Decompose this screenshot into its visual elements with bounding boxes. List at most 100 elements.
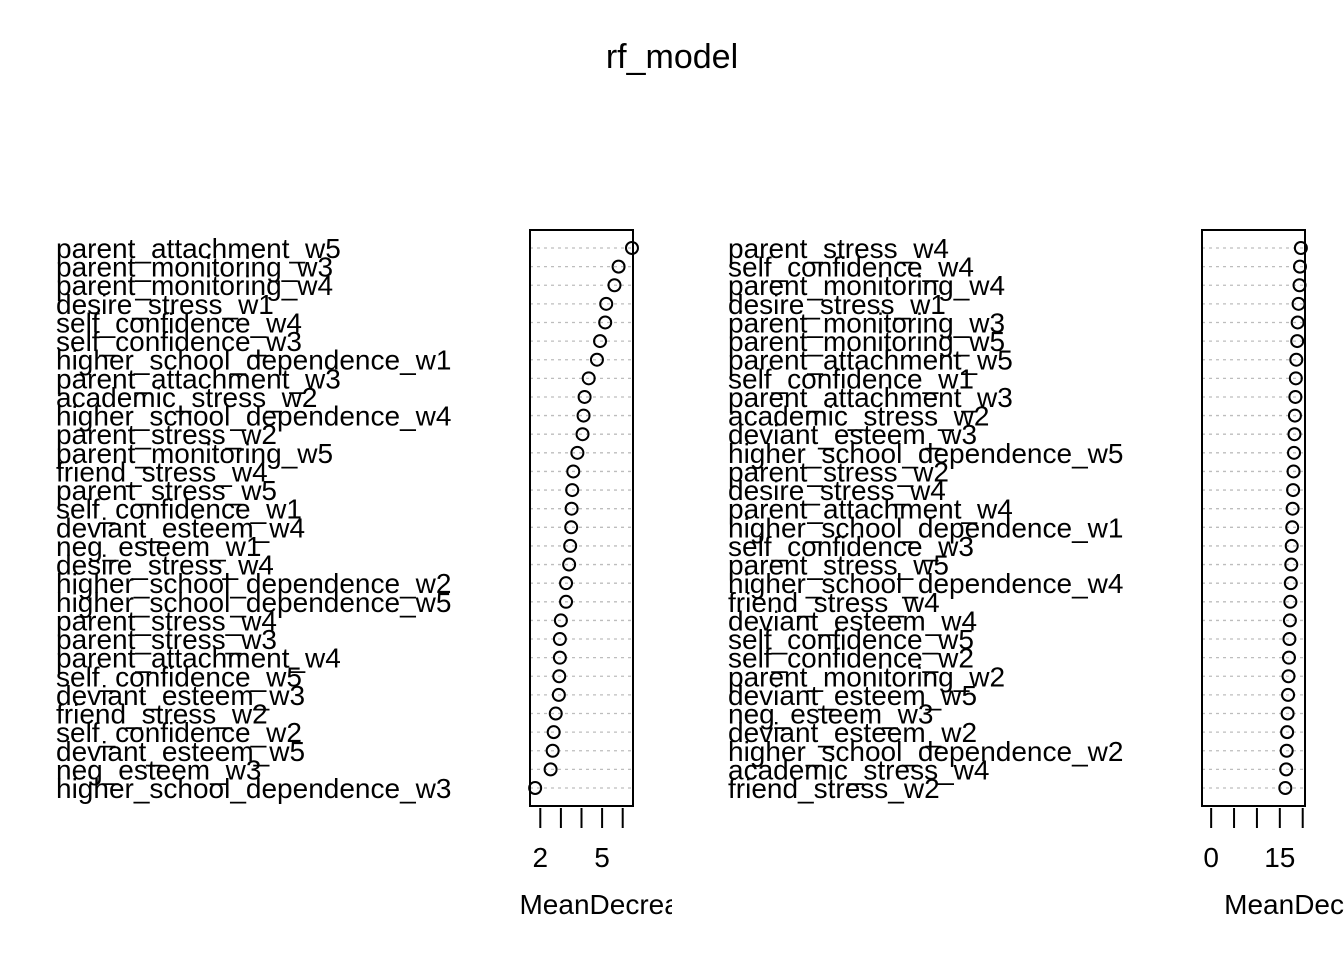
importance-point [1281, 687, 1296, 702]
importance-point [1279, 743, 1294, 758]
variable-label: parent_attachment_w5 [728, 345, 1013, 376]
importance-point [577, 389, 592, 404]
variable-label: desire_stress_w4 [728, 475, 946, 506]
variable-label: parent_stress_w3 [56, 624, 277, 655]
variable-label: parent_attachment_w3 [728, 382, 1013, 413]
importance-point [624, 241, 639, 255]
variable-label: deviant_esteem_w3 [728, 419, 977, 450]
x-tick-label: 2 [533, 842, 549, 873]
variable-label: self_confidence_w5 [56, 661, 302, 692]
variable-label: friend_stress_w2 [56, 699, 268, 730]
variable-label: deviant_esteem_w3 [56, 680, 305, 711]
importance-point [593, 334, 608, 349]
variable-label: parent_stress_w2 [728, 456, 949, 487]
importance-point [1281, 669, 1296, 684]
variable-label: higher_school_dependence_w4 [728, 568, 1123, 599]
importance-point [564, 501, 579, 516]
variable-label: higher_school_dependence_w2 [56, 568, 451, 599]
importance-point [548, 706, 563, 721]
variable-label: friend_stress_w4 [728, 587, 940, 618]
variable-label: neg_esteem_w3 [728, 699, 933, 730]
variable-label: parent_attachment_w4 [728, 494, 1013, 525]
importance-point [570, 445, 585, 460]
importance-point [551, 687, 566, 702]
importance-point [1286, 483, 1301, 498]
variable-label: academic_stress_w2 [56, 382, 317, 413]
importance-point [1283, 576, 1298, 591]
variable-label: self_confidence_w3 [56, 326, 302, 357]
importance-point [1285, 501, 1300, 516]
importance-point [1290, 334, 1305, 349]
importance-point [1287, 427, 1302, 442]
importance-point [1281, 650, 1296, 665]
variable-label: higher_school_dependence_w4 [56, 401, 451, 432]
importance-point [562, 557, 577, 572]
importance-point [1278, 781, 1293, 795]
variable-label: parent_monitoring_w3 [728, 307, 1005, 338]
importance-point [552, 632, 567, 647]
importance-point [599, 296, 614, 311]
variable-label: parent_monitoring_w4 [56, 270, 333, 301]
plot-frame [529, 229, 634, 807]
importance-point [1284, 538, 1299, 553]
importance-point [1293, 241, 1308, 255]
variable-label: deviant_esteem_w4 [728, 605, 977, 636]
importance-point [611, 259, 626, 274]
variable-label: neg_esteem_w1 [56, 531, 261, 562]
importance-point [563, 538, 578, 553]
variable-label: self_confidence_w1 [56, 494, 302, 525]
variable-label: higher_school_dependence_w2 [728, 736, 1123, 767]
variable-label: parent_attachment_w5 [56, 233, 341, 264]
importance-point [1280, 706, 1295, 721]
importance-point [1283, 594, 1298, 609]
variable-label: parent_stress_w4 [728, 233, 949, 264]
variable-label: self_confidence_w1 [728, 363, 974, 394]
variable-label: deviant_esteem_w5 [728, 680, 977, 711]
variable-label: self_confidence_w3 [728, 531, 974, 562]
variable-label: parent_stress_w2 [56, 419, 277, 450]
importance-point [559, 576, 574, 591]
accuracy-panel: parent_attachment_w5parent_monitoring_w3… [56, 229, 824, 920]
importance-point [576, 408, 591, 423]
importance-point [598, 315, 613, 330]
variable-label: academic_stress_w2 [728, 401, 989, 432]
variable-label: deviant_esteem_w5 [56, 736, 305, 767]
variable-label: parent_monitoring_w2 [728, 661, 1005, 692]
variable-label: higher_school_dependence_w1 [56, 345, 451, 376]
importance-point [1279, 762, 1294, 777]
variable-label: parent_monitoring_w5 [56, 438, 333, 469]
importance-point [1287, 445, 1302, 460]
variable-label: parent_attachment_w3 [56, 363, 341, 394]
variable-label: parent_stress_w4 [56, 605, 277, 636]
chart-title: rf_model [606, 38, 738, 76]
variable-label: friend_stress_w2 [728, 773, 940, 804]
importance-point [564, 520, 579, 535]
variable-label: parent_monitoring_w3 [56, 252, 333, 283]
variable-label: higher_school_dependence_w3 [56, 773, 451, 804]
importance-point [1288, 389, 1303, 404]
variable-label: self_confidence_w2 [728, 643, 974, 674]
importance-point [1290, 315, 1305, 330]
importance-point [1282, 613, 1297, 628]
variable-label: parent_stress_w5 [728, 550, 949, 581]
importance-point [1282, 632, 1297, 647]
variable-label: parent_stress_w5 [56, 475, 277, 506]
variable-label: friend_stress_w4 [56, 456, 268, 487]
variable-label: academic_stress_w4 [728, 754, 989, 785]
importance-point [1288, 371, 1303, 386]
importance-point [1284, 557, 1299, 572]
importance-point [1280, 725, 1295, 740]
gini-panel: parent_stress_w4self_confidence_w4parent… [728, 229, 1344, 920]
x-tick-label: 0 [1203, 842, 1219, 873]
variable-label: higher_school_dependence_w1 [728, 512, 1123, 543]
importance-point [545, 743, 560, 758]
variable-label: desire_stress_w4 [56, 550, 274, 581]
x-axis-label: MeanDecreaseAccuracy [519, 889, 824, 920]
x-tick-label: 5 [594, 842, 610, 873]
importance-point [553, 613, 568, 628]
variable-label: parent_attachment_w4 [56, 643, 341, 674]
importance-point [581, 371, 596, 386]
variable-label: parent_monitoring_w4 [728, 270, 1005, 301]
x-axis-label: MeanDecreaseGini [1224, 889, 1344, 920]
